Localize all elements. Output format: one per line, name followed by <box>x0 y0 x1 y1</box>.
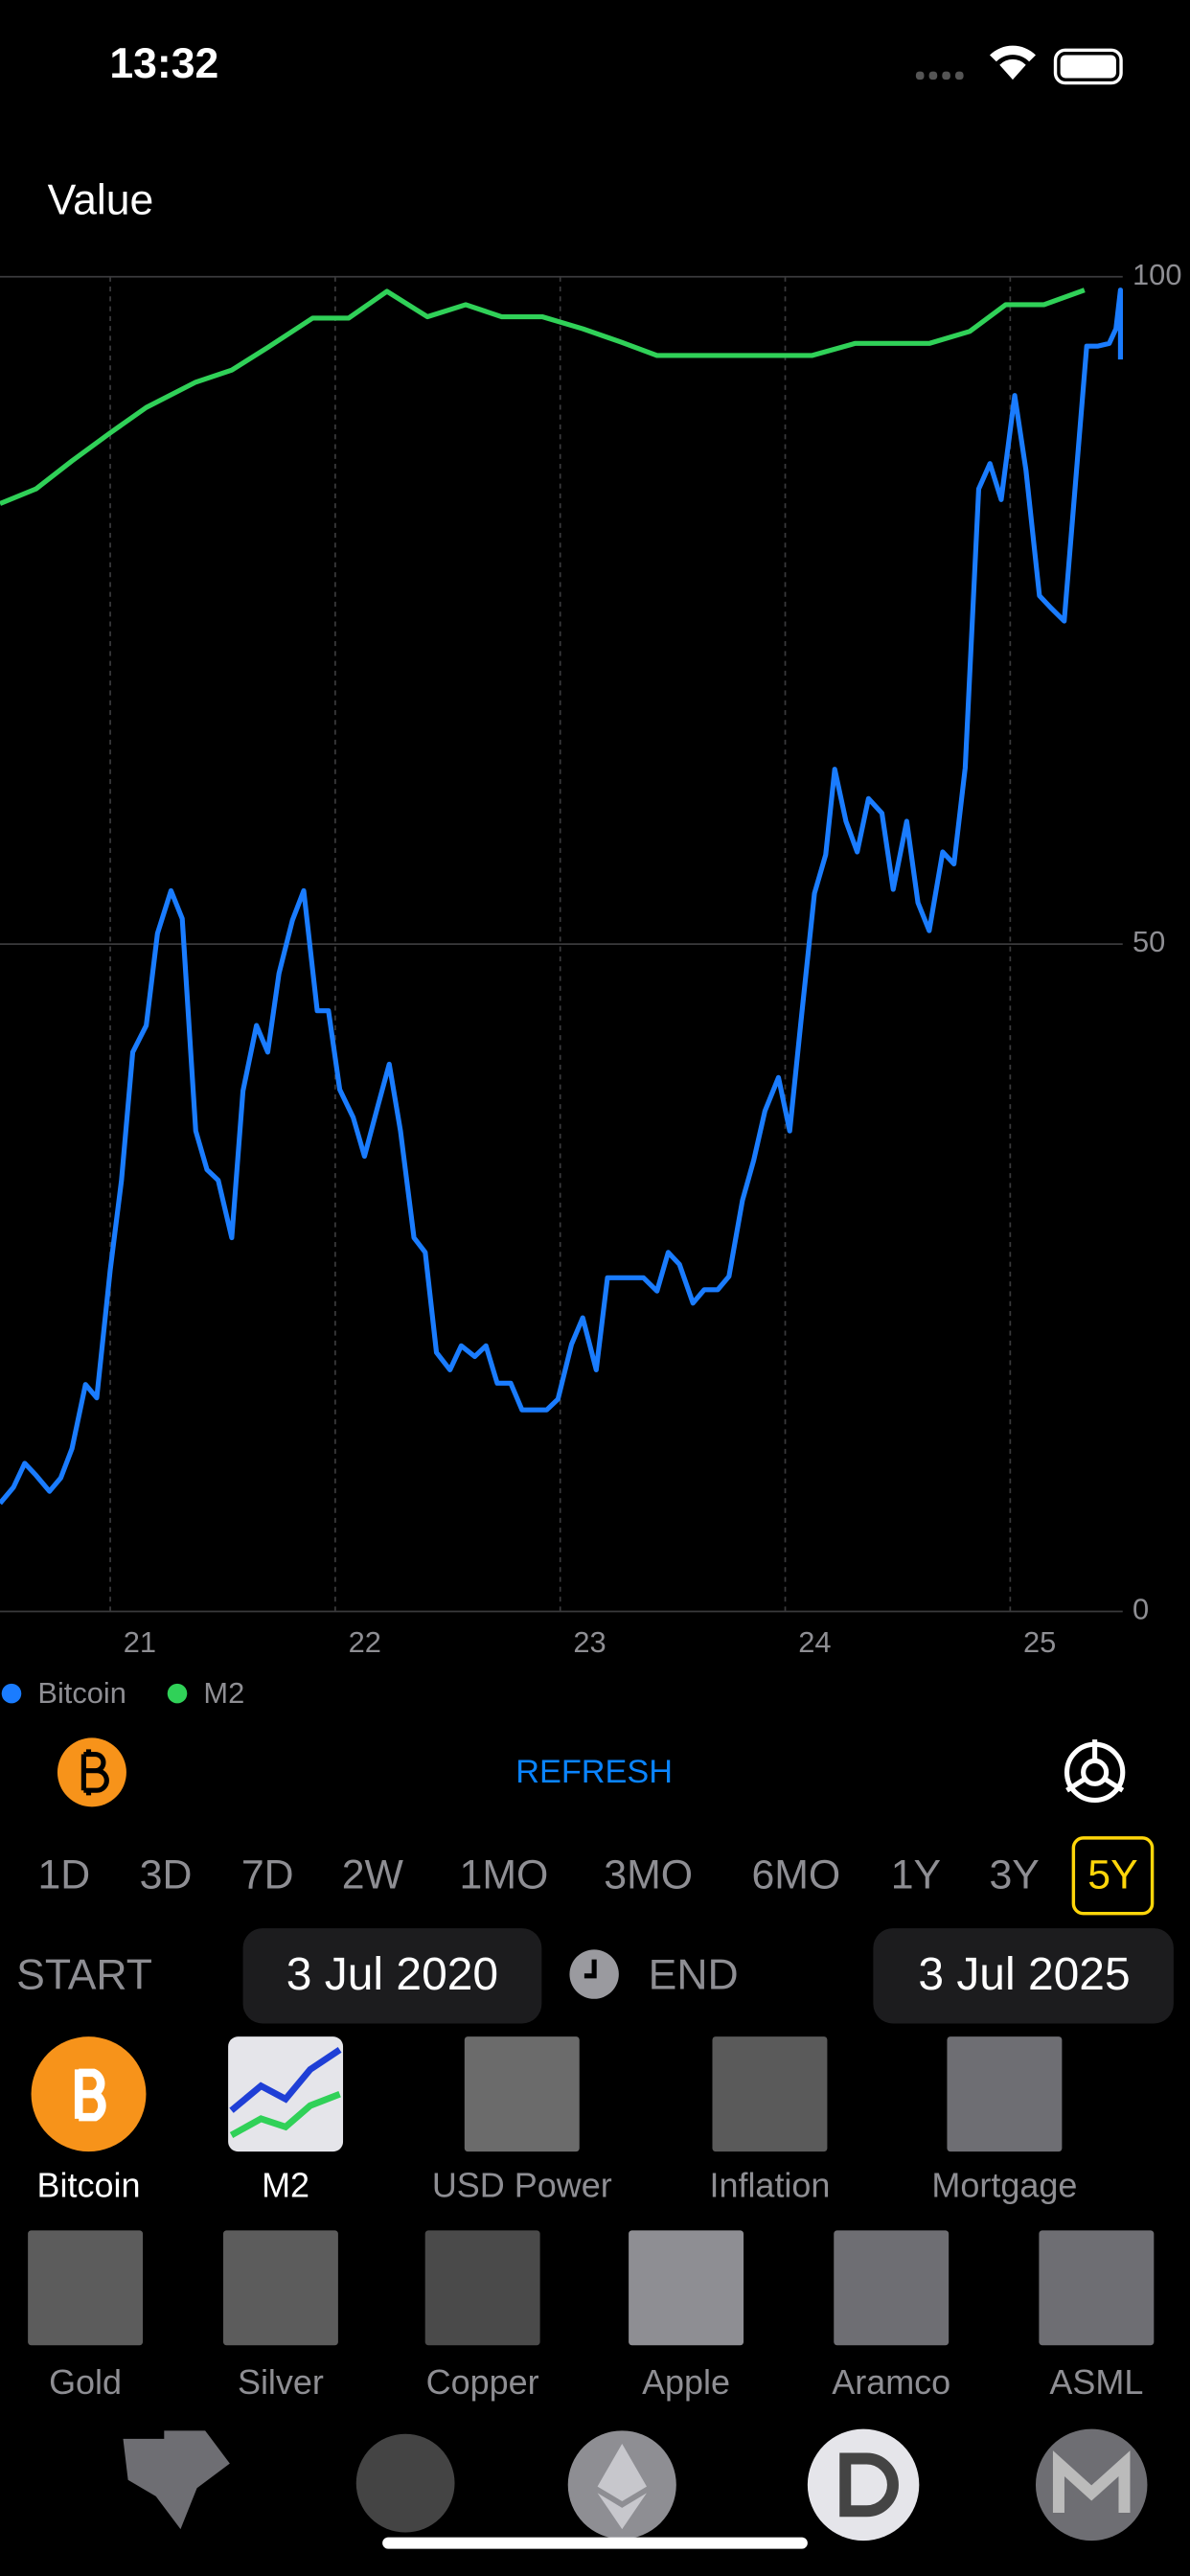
ethereum-symbol <box>597 2444 647 2530</box>
x-tick-label: 24 <box>798 1625 831 1659</box>
selected-range-box <box>1071 1836 1155 1916</box>
monero-symbol <box>1052 2450 1131 2513</box>
range-button[interactable]: 1D <box>37 1852 90 1898</box>
status-time: 13:32 <box>109 40 218 87</box>
asset-icon[interactable] <box>1039 2230 1155 2346</box>
x-tick-label: 23 <box>573 1625 606 1659</box>
asset-icon[interactable] <box>947 2036 1063 2152</box>
asset-label[interactable]: USD Power <box>432 2165 612 2204</box>
series-line <box>0 288 1086 506</box>
y-tick-label: 0 <box>1133 1593 1149 1626</box>
asset-icon[interactable] <box>28 2230 144 2346</box>
asset-label[interactable]: Gold <box>49 2362 122 2402</box>
end-date[interactable]: 3 Jul 2025 <box>918 1949 1130 2000</box>
asset-label[interactable]: Apple <box>642 2362 730 2402</box>
plot-area: 0 50 100 21 22 23 24 25 Bitcoin M2 <box>0 258 1181 1710</box>
legend-label: Bitcoin <box>37 1676 126 1710</box>
asset-label[interactable]: Aramco <box>832 2362 950 2402</box>
wifi-icon <box>990 45 1036 80</box>
asset-icon[interactable] <box>424 2230 540 2346</box>
home-indicator <box>382 2537 808 2549</box>
asset-label[interactable]: M2 <box>262 2165 309 2204</box>
start-date[interactable]: 3 Jul 2020 <box>286 1949 498 2000</box>
legend-marker <box>167 1683 188 1704</box>
asset-icon[interactable] <box>355 2433 455 2533</box>
range-button[interactable]: 3D <box>140 1852 193 1898</box>
asset-icon[interactable] <box>123 2430 230 2530</box>
refresh-button[interactable]: REFRESH <box>515 1754 673 1790</box>
asset-icon[interactable] <box>807 2428 920 2542</box>
range-button[interactable]: 1Y <box>891 1852 941 1898</box>
asset-row-3 <box>123 2428 1148 2542</box>
clock-hands <box>584 1959 597 1979</box>
settings-button[interactable] <box>1064 1739 1126 1804</box>
x-tick-label: 22 <box>349 1625 381 1659</box>
range-button[interactable]: 2W <box>342 1852 404 1898</box>
legend-marker <box>1 1683 22 1704</box>
range-button[interactable]: 1MO <box>460 1852 549 1898</box>
asset-icon-art <box>74 2068 106 2122</box>
range-button[interactable]: 5Y <box>1087 1852 1137 1898</box>
x-tick-label: 25 <box>1023 1625 1056 1659</box>
bitcoin-symbol <box>80 1749 109 1796</box>
asset-icon[interactable] <box>222 2230 338 2346</box>
signal-icon <box>915 71 964 80</box>
range-button[interactable]: 3MO <box>604 1852 693 1898</box>
end-date-pill[interactable] <box>873 1928 1174 2024</box>
chart-title: Value <box>48 176 154 223</box>
x-tick-label: 21 <box>124 1625 156 1659</box>
y-tick-label: 100 <box>1133 258 1181 291</box>
series-line <box>0 288 1123 1506</box>
asset-label[interactable]: Bitcoin <box>37 2165 141 2204</box>
asset-icon[interactable] <box>629 2230 744 2346</box>
asset-label[interactable]: Copper <box>426 2362 539 2402</box>
battery-level <box>1060 55 1116 79</box>
start-label: START <box>16 1951 152 1998</box>
battery-icon <box>1053 48 1123 85</box>
asset-label[interactable]: Mortgage <box>931 2165 1077 2204</box>
y-tick-label: 50 <box>1133 925 1165 958</box>
asset-label[interactable]: Silver <box>238 2362 324 2402</box>
asset-icon[interactable] <box>834 2230 950 2346</box>
asset-label[interactable]: ASML <box>1049 2362 1143 2402</box>
asset-label[interactable]: Inflation <box>709 2165 830 2204</box>
range-button[interactable]: 3Y <box>990 1852 1040 1898</box>
range-button[interactable]: 6MO <box>751 1852 840 1898</box>
legend-label: M2 <box>203 1676 244 1710</box>
dogecoin-symbol <box>839 2452 899 2518</box>
asset-icon[interactable] <box>464 2036 580 2152</box>
asset-grid: Bitcoin M2 USD Power Inflation Mortgage Gold S… <box>28 2036 1155 2402</box>
start-date-pill[interactable] <box>242 1928 542 2024</box>
asset-icon[interactable] <box>1035 2428 1148 2542</box>
asset-icon-art <box>229 2090 341 2138</box>
range-button[interactable]: 7D <box>241 1852 294 1898</box>
asset-icon-art <box>229 2047 342 2113</box>
end-label: END <box>649 1951 739 1998</box>
asset-icon[interactable] <box>712 2036 828 2152</box>
